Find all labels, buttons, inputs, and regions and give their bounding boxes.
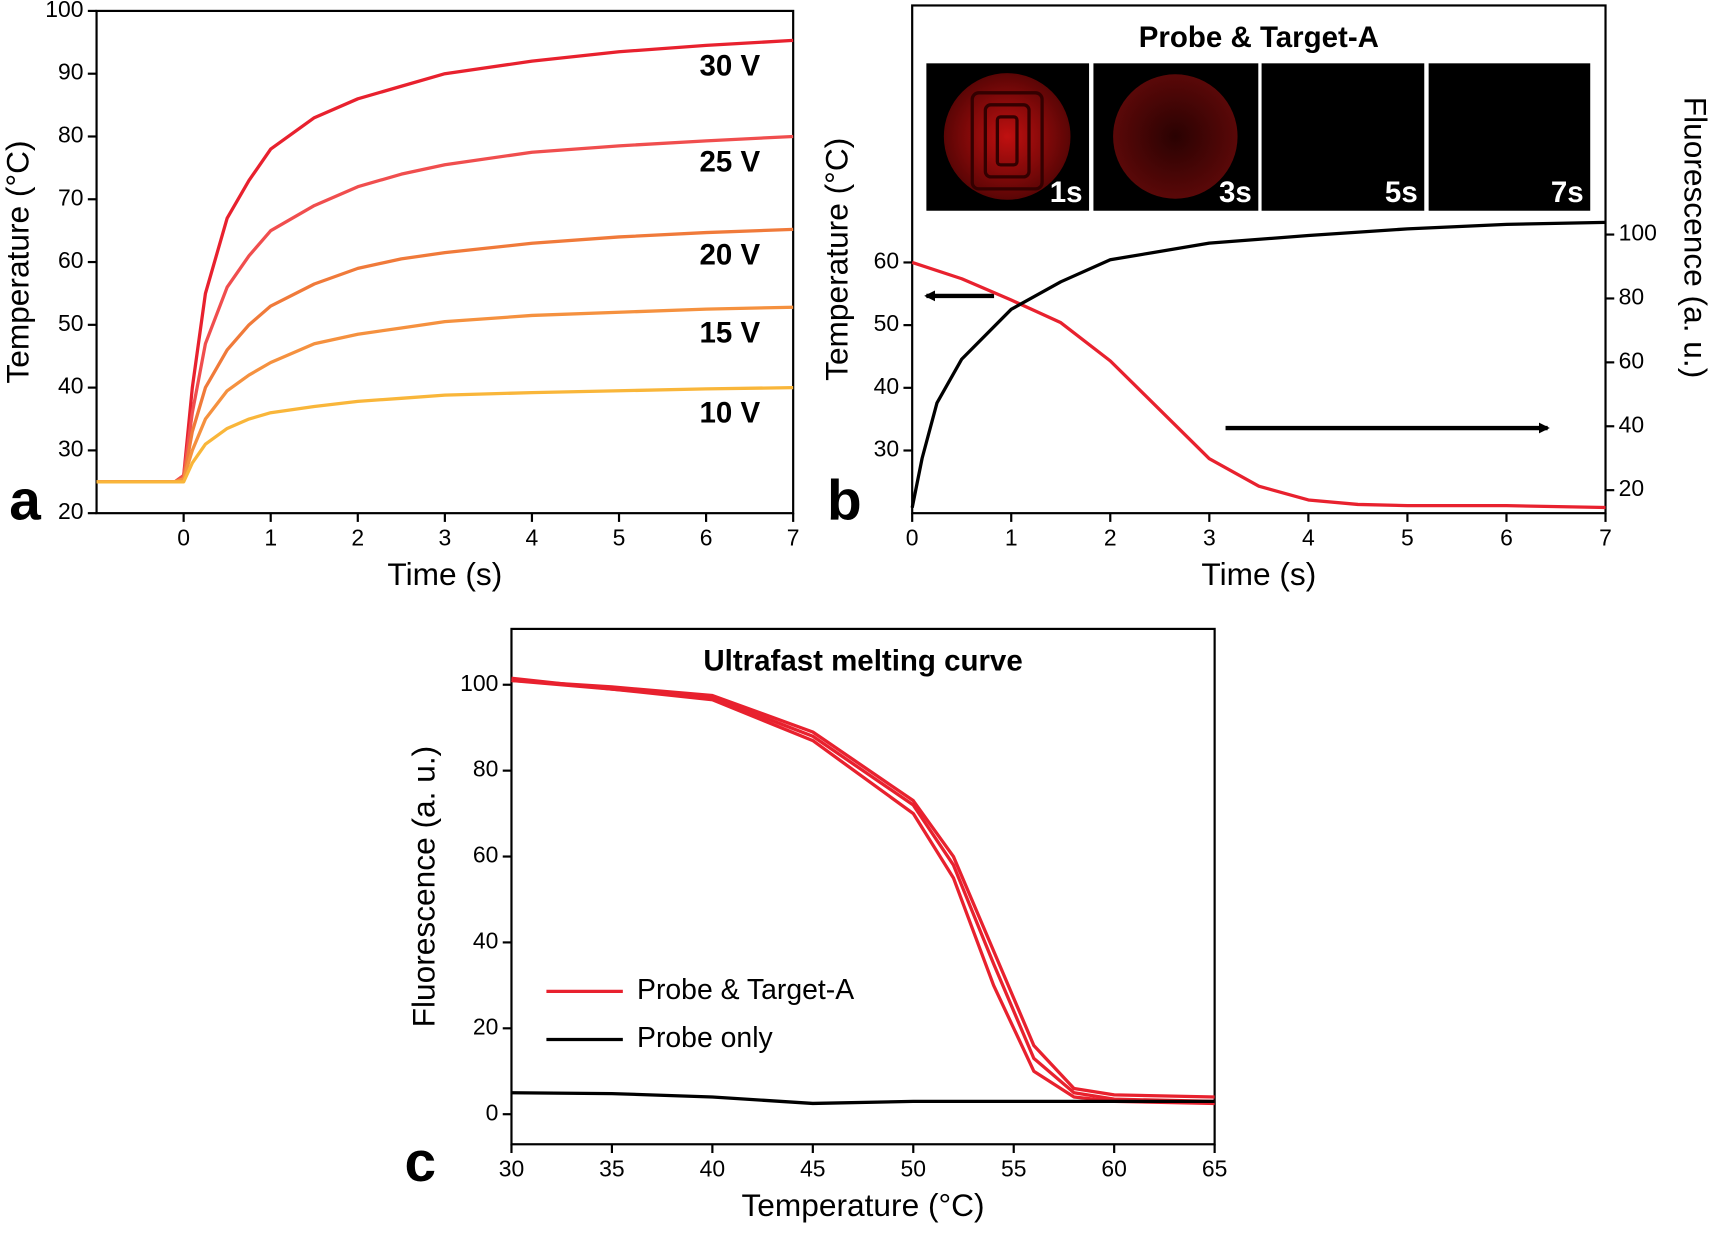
y2-tick-label: 80 bbox=[1619, 284, 1644, 310]
x-tick-label: 45 bbox=[800, 1156, 825, 1182]
y-tick-label: 80 bbox=[58, 122, 83, 148]
x-tick-label: 7 bbox=[787, 524, 800, 550]
image-spot bbox=[943, 73, 1071, 200]
x-tick-label: 1 bbox=[1005, 524, 1018, 550]
series-line bbox=[511, 1091, 1215, 1106]
x-tick-label: 2 bbox=[1104, 524, 1117, 550]
x-tick-label: 0 bbox=[177, 524, 190, 550]
chart-title: Probe & Target-A bbox=[1139, 21, 1379, 54]
series-line bbox=[96, 227, 794, 484]
legend-label: Probe & Target-A bbox=[637, 974, 854, 1006]
y-tick-label: 30 bbox=[58, 435, 83, 461]
x-axis-label: Time (s) bbox=[387, 556, 502, 592]
x-tick-label: 50 bbox=[901, 1156, 926, 1182]
image-label: 7s bbox=[1551, 176, 1584, 209]
series-label: 20 V bbox=[700, 238, 761, 271]
x-tick-label: 4 bbox=[1302, 524, 1315, 550]
x-tick-label: 6 bbox=[700, 524, 713, 550]
y2-axis-label: Fluorescence (a. u.) bbox=[1678, 97, 1713, 379]
x-tick-label: 6 bbox=[1500, 524, 1513, 550]
series-line bbox=[96, 134, 794, 484]
series-label: 25 V bbox=[700, 146, 761, 179]
x-tick-label: 7 bbox=[1599, 524, 1612, 550]
y-tick-label: 60 bbox=[473, 842, 498, 868]
y2-tick-label: 40 bbox=[1619, 411, 1644, 437]
x-tick-label: 5 bbox=[1401, 524, 1414, 550]
series-line bbox=[96, 305, 794, 484]
x-tick-label: 1 bbox=[264, 524, 277, 550]
image-label: 3s bbox=[1219, 176, 1252, 209]
y-tick-label: 100 bbox=[460, 670, 498, 696]
series-line bbox=[910, 220, 1606, 509]
image-label: 5s bbox=[1385, 176, 1418, 209]
y-tick-label: 20 bbox=[473, 1013, 498, 1039]
image-spot bbox=[1113, 74, 1238, 199]
inset-images bbox=[926, 63, 1591, 211]
x-tick-label: 35 bbox=[599, 1156, 624, 1182]
image-label: 1s bbox=[1050, 176, 1083, 209]
y-tick-label: 80 bbox=[473, 756, 498, 782]
y-axis-label: Temperature (°C) bbox=[818, 138, 854, 381]
x-tick-label: 2 bbox=[351, 524, 364, 550]
series-label: 30 V bbox=[700, 50, 761, 83]
panel-letter: b bbox=[827, 469, 862, 532]
chart-title: Ultrafast melting curve bbox=[703, 645, 1022, 678]
y-tick-label: 50 bbox=[58, 310, 83, 336]
y-tick-label: 30 bbox=[874, 436, 899, 462]
x-tick-label: 0 bbox=[906, 524, 919, 550]
plot-frame bbox=[510, 627, 1216, 1146]
y2-tick-label: 20 bbox=[1619, 475, 1644, 501]
plot-frame bbox=[911, 4, 1607, 515]
panel-letter: a bbox=[9, 469, 41, 532]
y-axis-label: Fluorescence (a. u.) bbox=[406, 746, 442, 1028]
electrode-pattern bbox=[970, 91, 1044, 191]
y-tick-label: 60 bbox=[874, 247, 899, 273]
y2-tick-label: 60 bbox=[1619, 347, 1644, 373]
series-line bbox=[511, 676, 1215, 1104]
y-tick-label: 70 bbox=[58, 184, 83, 210]
legend-label: Probe only bbox=[637, 1022, 773, 1054]
x-tick-label: 30 bbox=[499, 1156, 524, 1182]
series-label: 10 V bbox=[700, 397, 761, 430]
x-tick-label: 5 bbox=[613, 524, 626, 550]
x-tick-label: 55 bbox=[1001, 1156, 1026, 1182]
y-tick-label: 50 bbox=[874, 310, 899, 336]
plot-frame bbox=[95, 9, 795, 515]
series-line bbox=[96, 38, 794, 484]
y-tick-label: 20 bbox=[58, 498, 83, 524]
series-line bbox=[96, 385, 794, 484]
x-tick-label: 4 bbox=[526, 524, 539, 550]
x-tick-label: 3 bbox=[1203, 524, 1216, 550]
x-tick-label: 65 bbox=[1202, 1156, 1227, 1182]
x-tick-label: 3 bbox=[438, 524, 451, 550]
y2-tick-label: 100 bbox=[1619, 220, 1657, 246]
panel-letter: c bbox=[404, 1131, 436, 1194]
x-axis-label: Temperature (°C) bbox=[741, 1187, 984, 1223]
image-frame bbox=[1428, 63, 1591, 211]
series-label: 15 V bbox=[700, 316, 761, 349]
y-tick-label: 60 bbox=[58, 247, 83, 273]
series-line bbox=[911, 260, 1606, 510]
x-tick-label: 60 bbox=[1101, 1156, 1126, 1182]
series-line bbox=[511, 678, 1215, 1099]
y-axis-label: Temperature (°C) bbox=[0, 140, 35, 383]
x-axis-label: Time (s) bbox=[1201, 556, 1316, 592]
y-tick-label: 100 bbox=[45, 0, 83, 22]
y-tick-label: 40 bbox=[58, 373, 83, 399]
y-tick-label: 0 bbox=[486, 1099, 499, 1125]
y-tick-label: 40 bbox=[874, 373, 899, 399]
y-tick-label: 40 bbox=[473, 927, 498, 953]
image-frame bbox=[1261, 63, 1425, 211]
y-tick-label: 90 bbox=[58, 59, 83, 85]
x-tick-label: 40 bbox=[700, 1156, 725, 1182]
